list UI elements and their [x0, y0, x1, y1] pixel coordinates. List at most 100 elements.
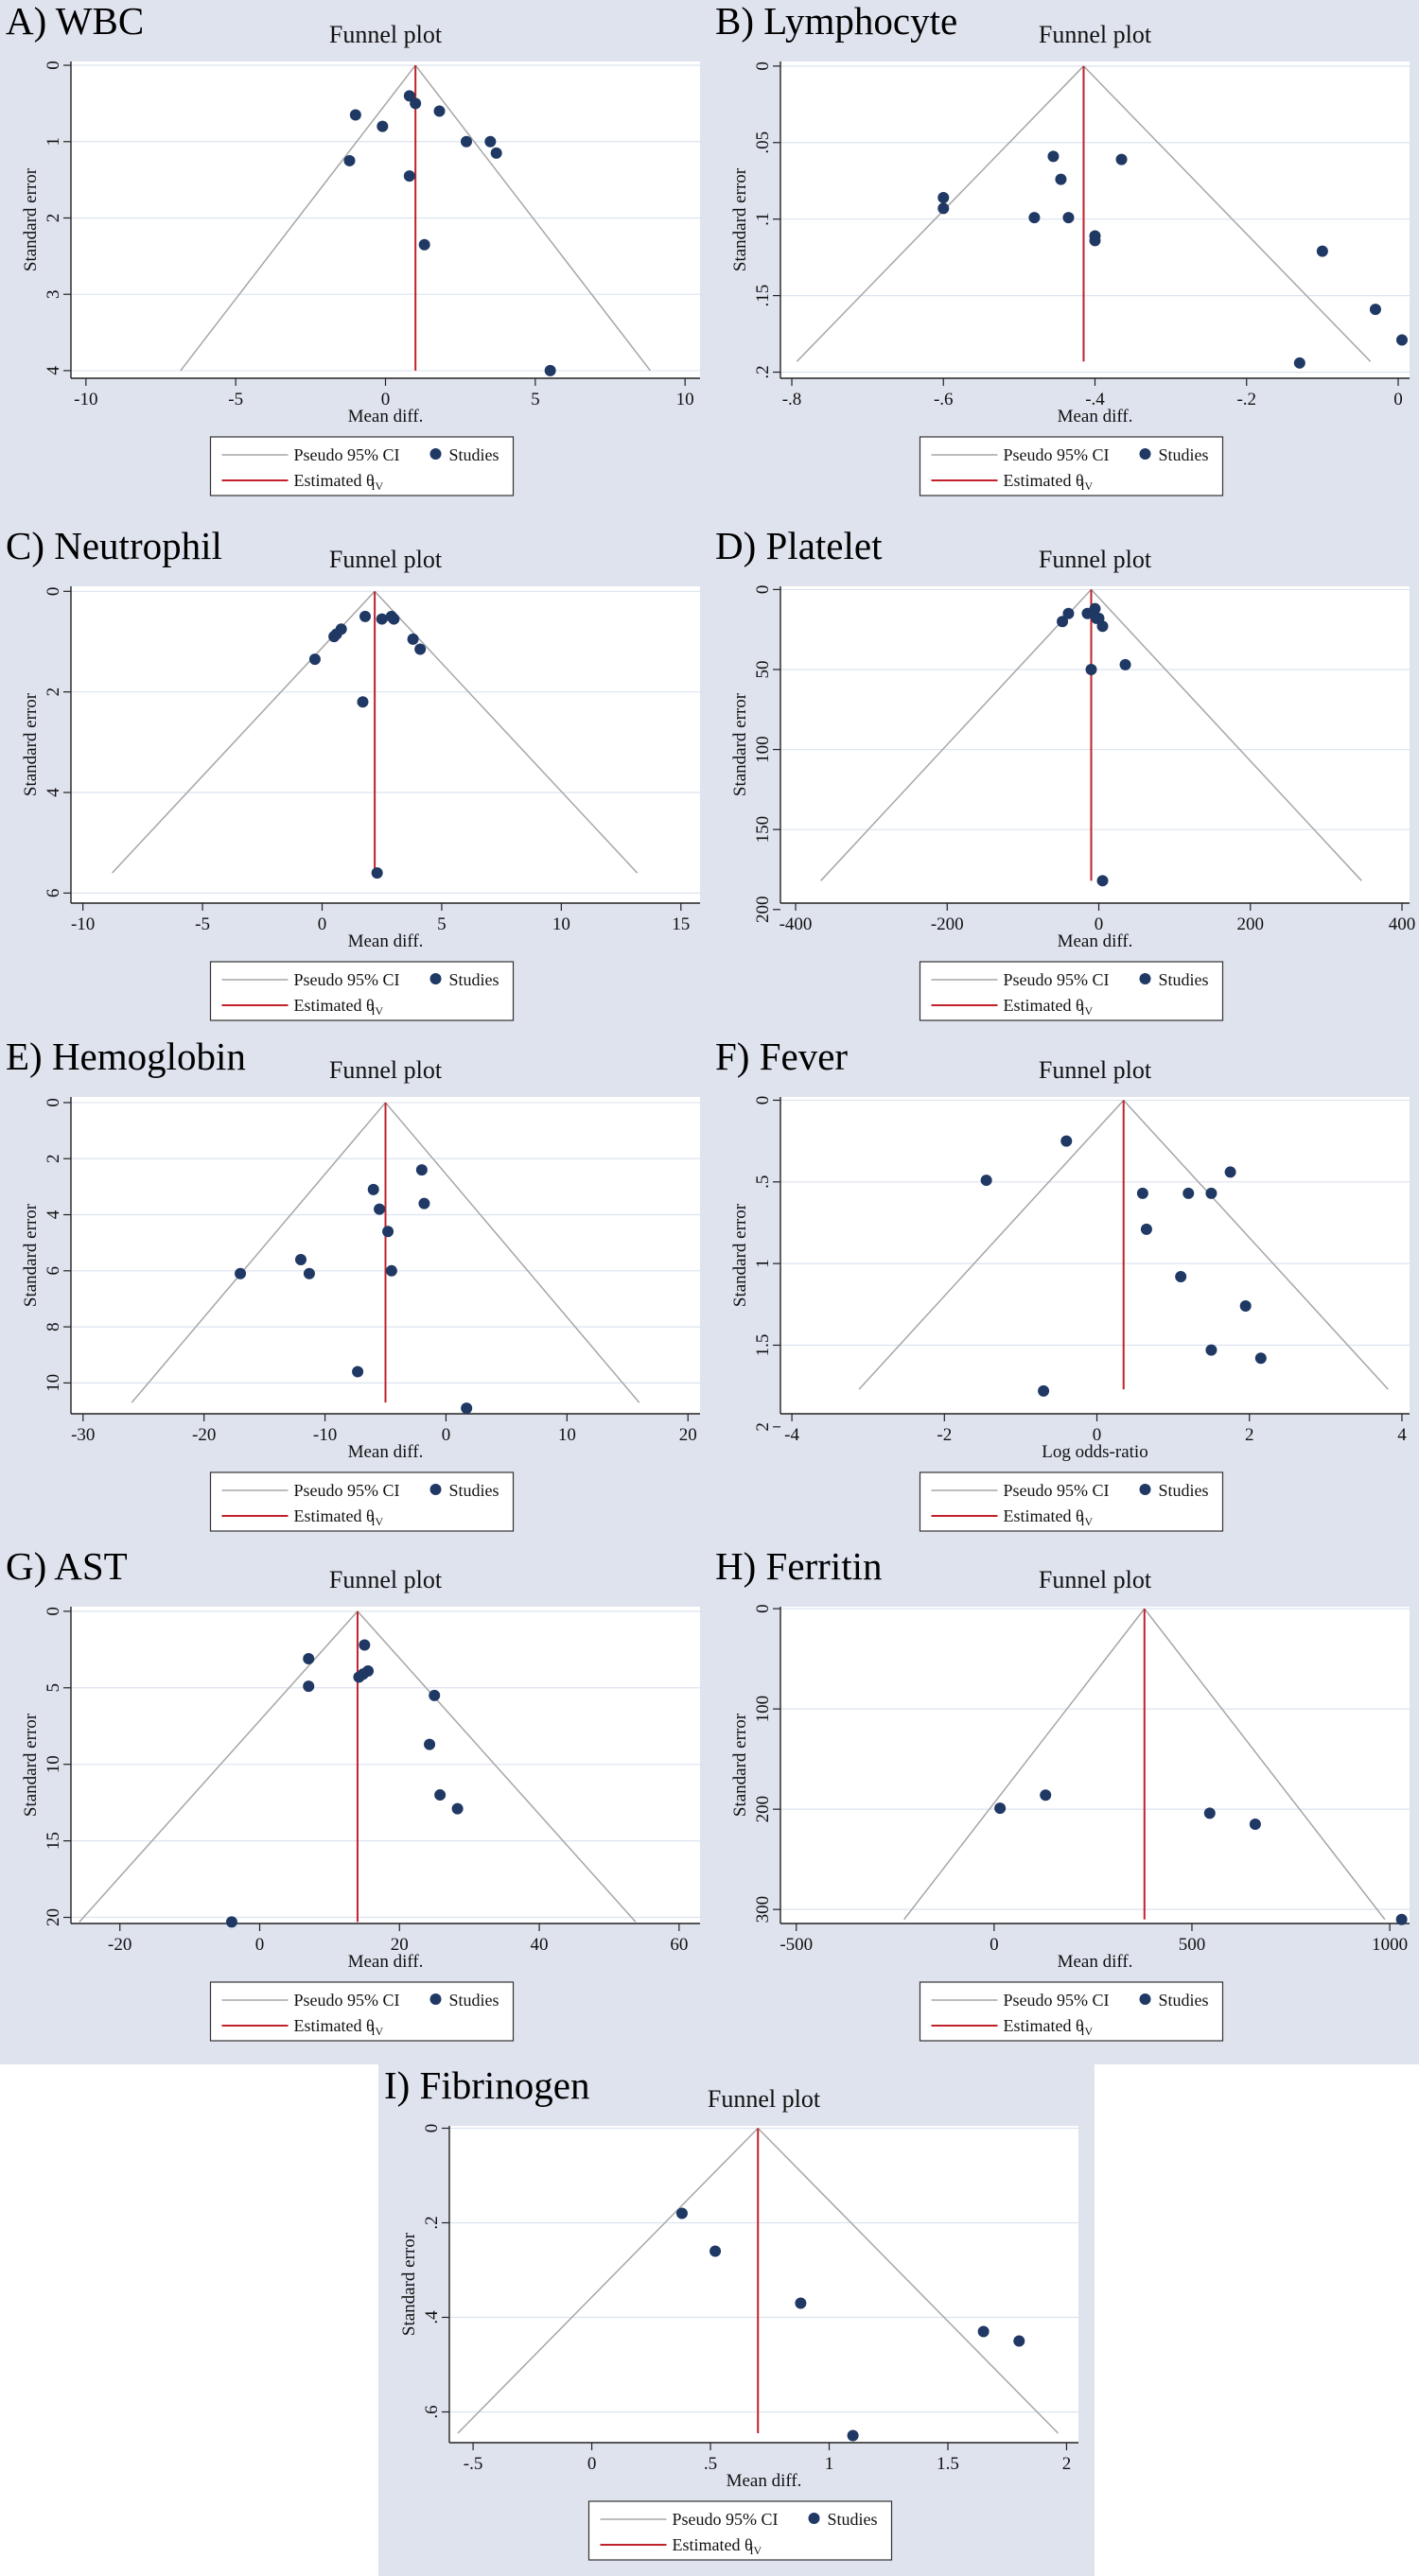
legend-studies-label: Studies	[1159, 970, 1209, 989]
plot-title: Funnel plot	[329, 1056, 443, 1084]
legend-box	[209, 1471, 515, 1532]
study-point	[461, 1402, 473, 1415]
y-tick-label: 0	[44, 587, 63, 597]
legend-studies-label: Studies	[1159, 1481, 1209, 1500]
y-tick-label: 15	[44, 1832, 63, 1850]
y-tick-label: 300	[753, 1896, 773, 1923]
legend-ci-label: Pseudo 95% CI	[294, 445, 400, 464]
legend-studies-swatch	[1139, 448, 1151, 460]
legend-estimate-label: Estimated θ	[1004, 1506, 1084, 1525]
funnel-panel: D) Platelet Funnel plot -400 -200 0 200 400 0 50…	[715, 524, 1415, 1021]
y-tick-label: .1	[753, 213, 773, 226]
study-point	[1091, 612, 1103, 624]
legend-studies-swatch	[429, 1484, 442, 1495]
y-tick-label: .5	[753, 1175, 773, 1189]
study-point	[484, 135, 497, 148]
panel-label: B) Lymphocyte	[715, 0, 957, 43]
x-tick-label: 5	[437, 914, 447, 934]
legend-studies-swatch	[808, 2513, 820, 2524]
plot-title: Funnel plot	[329, 21, 443, 48]
y-axis-title: Standard error	[21, 167, 41, 271]
legend-estimate-label: Estimated θ	[673, 2535, 753, 2554]
ci-line-right	[414, 64, 652, 372]
ci-line-left	[858, 1099, 1125, 1390]
y-axis-title: Standard error	[730, 167, 750, 271]
panel-label: A) WBC	[6, 0, 144, 43]
legend: Pseudo 95% CI Studies Estimated θIV	[587, 2500, 893, 2561]
study-point	[418, 1197, 430, 1210]
legend-estimate-label: Estimated θ	[294, 2016, 375, 2035]
x-tick-label: 0	[381, 390, 391, 409]
plot-area	[780, 586, 1410, 903]
study-point	[414, 643, 427, 655]
legend-estimate-subscript: IV	[1081, 1004, 1094, 1018]
study-point	[1205, 1187, 1218, 1199]
study-point	[1175, 1270, 1187, 1282]
ci-line-left	[820, 588, 1093, 881]
study-point	[371, 867, 383, 879]
y-tick-label: .05	[753, 131, 773, 154]
x-tick-label: 20	[391, 1935, 409, 1955]
legend-studies-swatch	[429, 448, 442, 460]
y-tick-label: .2	[753, 365, 773, 378]
study-point	[308, 653, 321, 666]
legend-studies-label: Studies	[449, 970, 499, 989]
x-tick-label: 4	[1397, 1425, 1407, 1445]
legend-estimate-subscript: IV	[1081, 2025, 1094, 2038]
y-axis-title: Standard error	[730, 692, 750, 796]
y-tick-label: 200	[753, 896, 773, 924]
x-axis-title: Mean diff.	[348, 1952, 424, 1972]
legend-studies-label: Studies	[828, 2510, 878, 2529]
study-point	[847, 2429, 859, 2442]
x-tick-label: 15	[672, 914, 690, 934]
x-tick-label: 5	[531, 390, 540, 409]
y-axis-title: Standard error	[730, 1203, 750, 1307]
legend: Pseudo 95% CI Studies Estimated θIV	[919, 1471, 1224, 1532]
ci-line-right	[384, 1102, 640, 1403]
study-point	[1119, 658, 1131, 670]
legend-studies-label: Studies	[449, 1481, 499, 1500]
x-tick-label: 2	[1245, 1425, 1254, 1445]
study-point	[1249, 1819, 1261, 1831]
y-tick-label: 8	[44, 1322, 63, 1332]
legend-ci-label: Pseudo 95% CI	[294, 1991, 400, 2010]
study-point	[303, 1653, 315, 1665]
study-point	[1038, 1384, 1050, 1397]
x-tick-label: -30	[71, 1425, 95, 1445]
study-point	[303, 1680, 315, 1693]
study-point	[303, 1267, 315, 1279]
x-tick-label: 60	[670, 1935, 688, 1955]
study-point	[367, 1183, 379, 1195]
study-point	[410, 97, 422, 110]
panel-label: C) Neutrophil	[6, 524, 222, 567]
plot-area	[71, 586, 700, 903]
x-tick-label: 500	[1179, 1935, 1206, 1955]
x-tick-label: -.5	[464, 2454, 483, 2474]
x-tick-label: 1	[825, 2454, 834, 2474]
study-point	[1205, 1344, 1218, 1356]
study-point	[357, 696, 369, 708]
x-axis-title: Mean diff.	[1058, 931, 1133, 951]
legend-estimate-label: Estimated θ	[1004, 2016, 1084, 2035]
y-tick-label: .4	[422, 2310, 442, 2324]
legend-box	[919, 1471, 1224, 1532]
plot-title: Funnel plot	[708, 2085, 821, 2113]
y-tick-label: 6	[44, 889, 63, 898]
study-point	[407, 633, 419, 645]
x-tick-label: -.4	[1085, 390, 1105, 409]
y-tick-label: .6	[422, 2405, 442, 2418]
study-point	[1040, 1789, 1052, 1801]
legend-ci-label: Pseudo 95% CI	[294, 970, 400, 989]
ci-line-left	[131, 1102, 387, 1403]
y-tick-label: 2	[44, 1154, 63, 1163]
ci-line-right	[357, 1610, 637, 1923]
x-tick-label: 0	[1393, 390, 1403, 409]
study-point	[1140, 1223, 1152, 1235]
panel-label: H) Ferritin	[715, 1544, 883, 1588]
funnel-panel: C) Neutrophil Funnel plot -10 -5 0 5 10 15 0 2 4 6 M…	[6, 524, 700, 1021]
panel-label: D) Platelet	[715, 524, 883, 567]
y-tick-label: 4	[44, 788, 63, 797]
funnel-panel: F) Fever Funnel plot -4 -2 0 2 4 0 .5 1 1.5 2 Log od…	[715, 1035, 1410, 1532]
y-tick-label: 100	[753, 736, 773, 763]
study-point	[1203, 1807, 1216, 1819]
